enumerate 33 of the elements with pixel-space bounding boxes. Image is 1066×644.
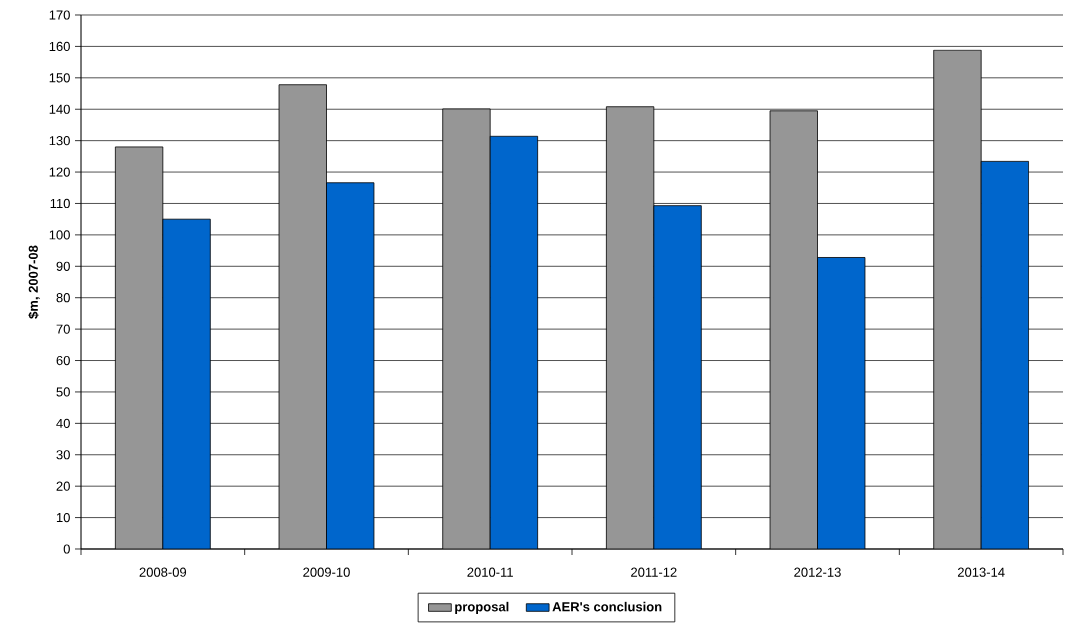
y-tick-label: 120 xyxy=(49,167,70,177)
y-tick-label: 110 xyxy=(50,198,70,209)
x-tick-label: 2010-11 xyxy=(467,567,513,577)
x-tick-label: 2008-09 xyxy=(139,567,187,577)
y-tick-label: 170 xyxy=(49,10,70,20)
x-tick-label: 2013-14 xyxy=(957,567,1005,577)
y-tick-label: 100 xyxy=(49,230,70,240)
legend-label: AER's conclusion xyxy=(552,601,662,612)
x-tick-label: 2009-10 xyxy=(303,567,350,577)
y-tick-label: 70 xyxy=(56,324,70,334)
y-tick-label: 40 xyxy=(56,418,70,428)
y-tick-label: 140 xyxy=(49,104,70,114)
bar xyxy=(279,84,327,549)
y-tick-label: 50 xyxy=(56,387,70,397)
x-tick-label: 2011-12 xyxy=(631,567,677,577)
bar xyxy=(606,106,654,549)
bar xyxy=(933,49,982,549)
y-tick-label: 20 xyxy=(56,481,70,491)
y-tick-label: 0 xyxy=(63,544,70,554)
y-tick-label: 130 xyxy=(49,136,70,146)
y-axis-title: $m, 2007-08 xyxy=(28,245,40,319)
y-tick-label: 60 xyxy=(56,355,70,366)
x-tick-label: 2012-13 xyxy=(794,567,841,577)
y-tick-label: 80 xyxy=(56,293,70,303)
y-tick-label: 30 xyxy=(56,450,70,460)
y-tick-label: 160 xyxy=(49,41,70,52)
bar xyxy=(115,146,163,549)
bar xyxy=(442,108,491,549)
legend-label: proposal xyxy=(455,601,509,614)
bar xyxy=(770,110,818,549)
y-tick-label: 10 xyxy=(56,512,70,523)
y-tick-label: 150 xyxy=(49,73,70,83)
y-tick-label: 90 xyxy=(56,261,70,271)
